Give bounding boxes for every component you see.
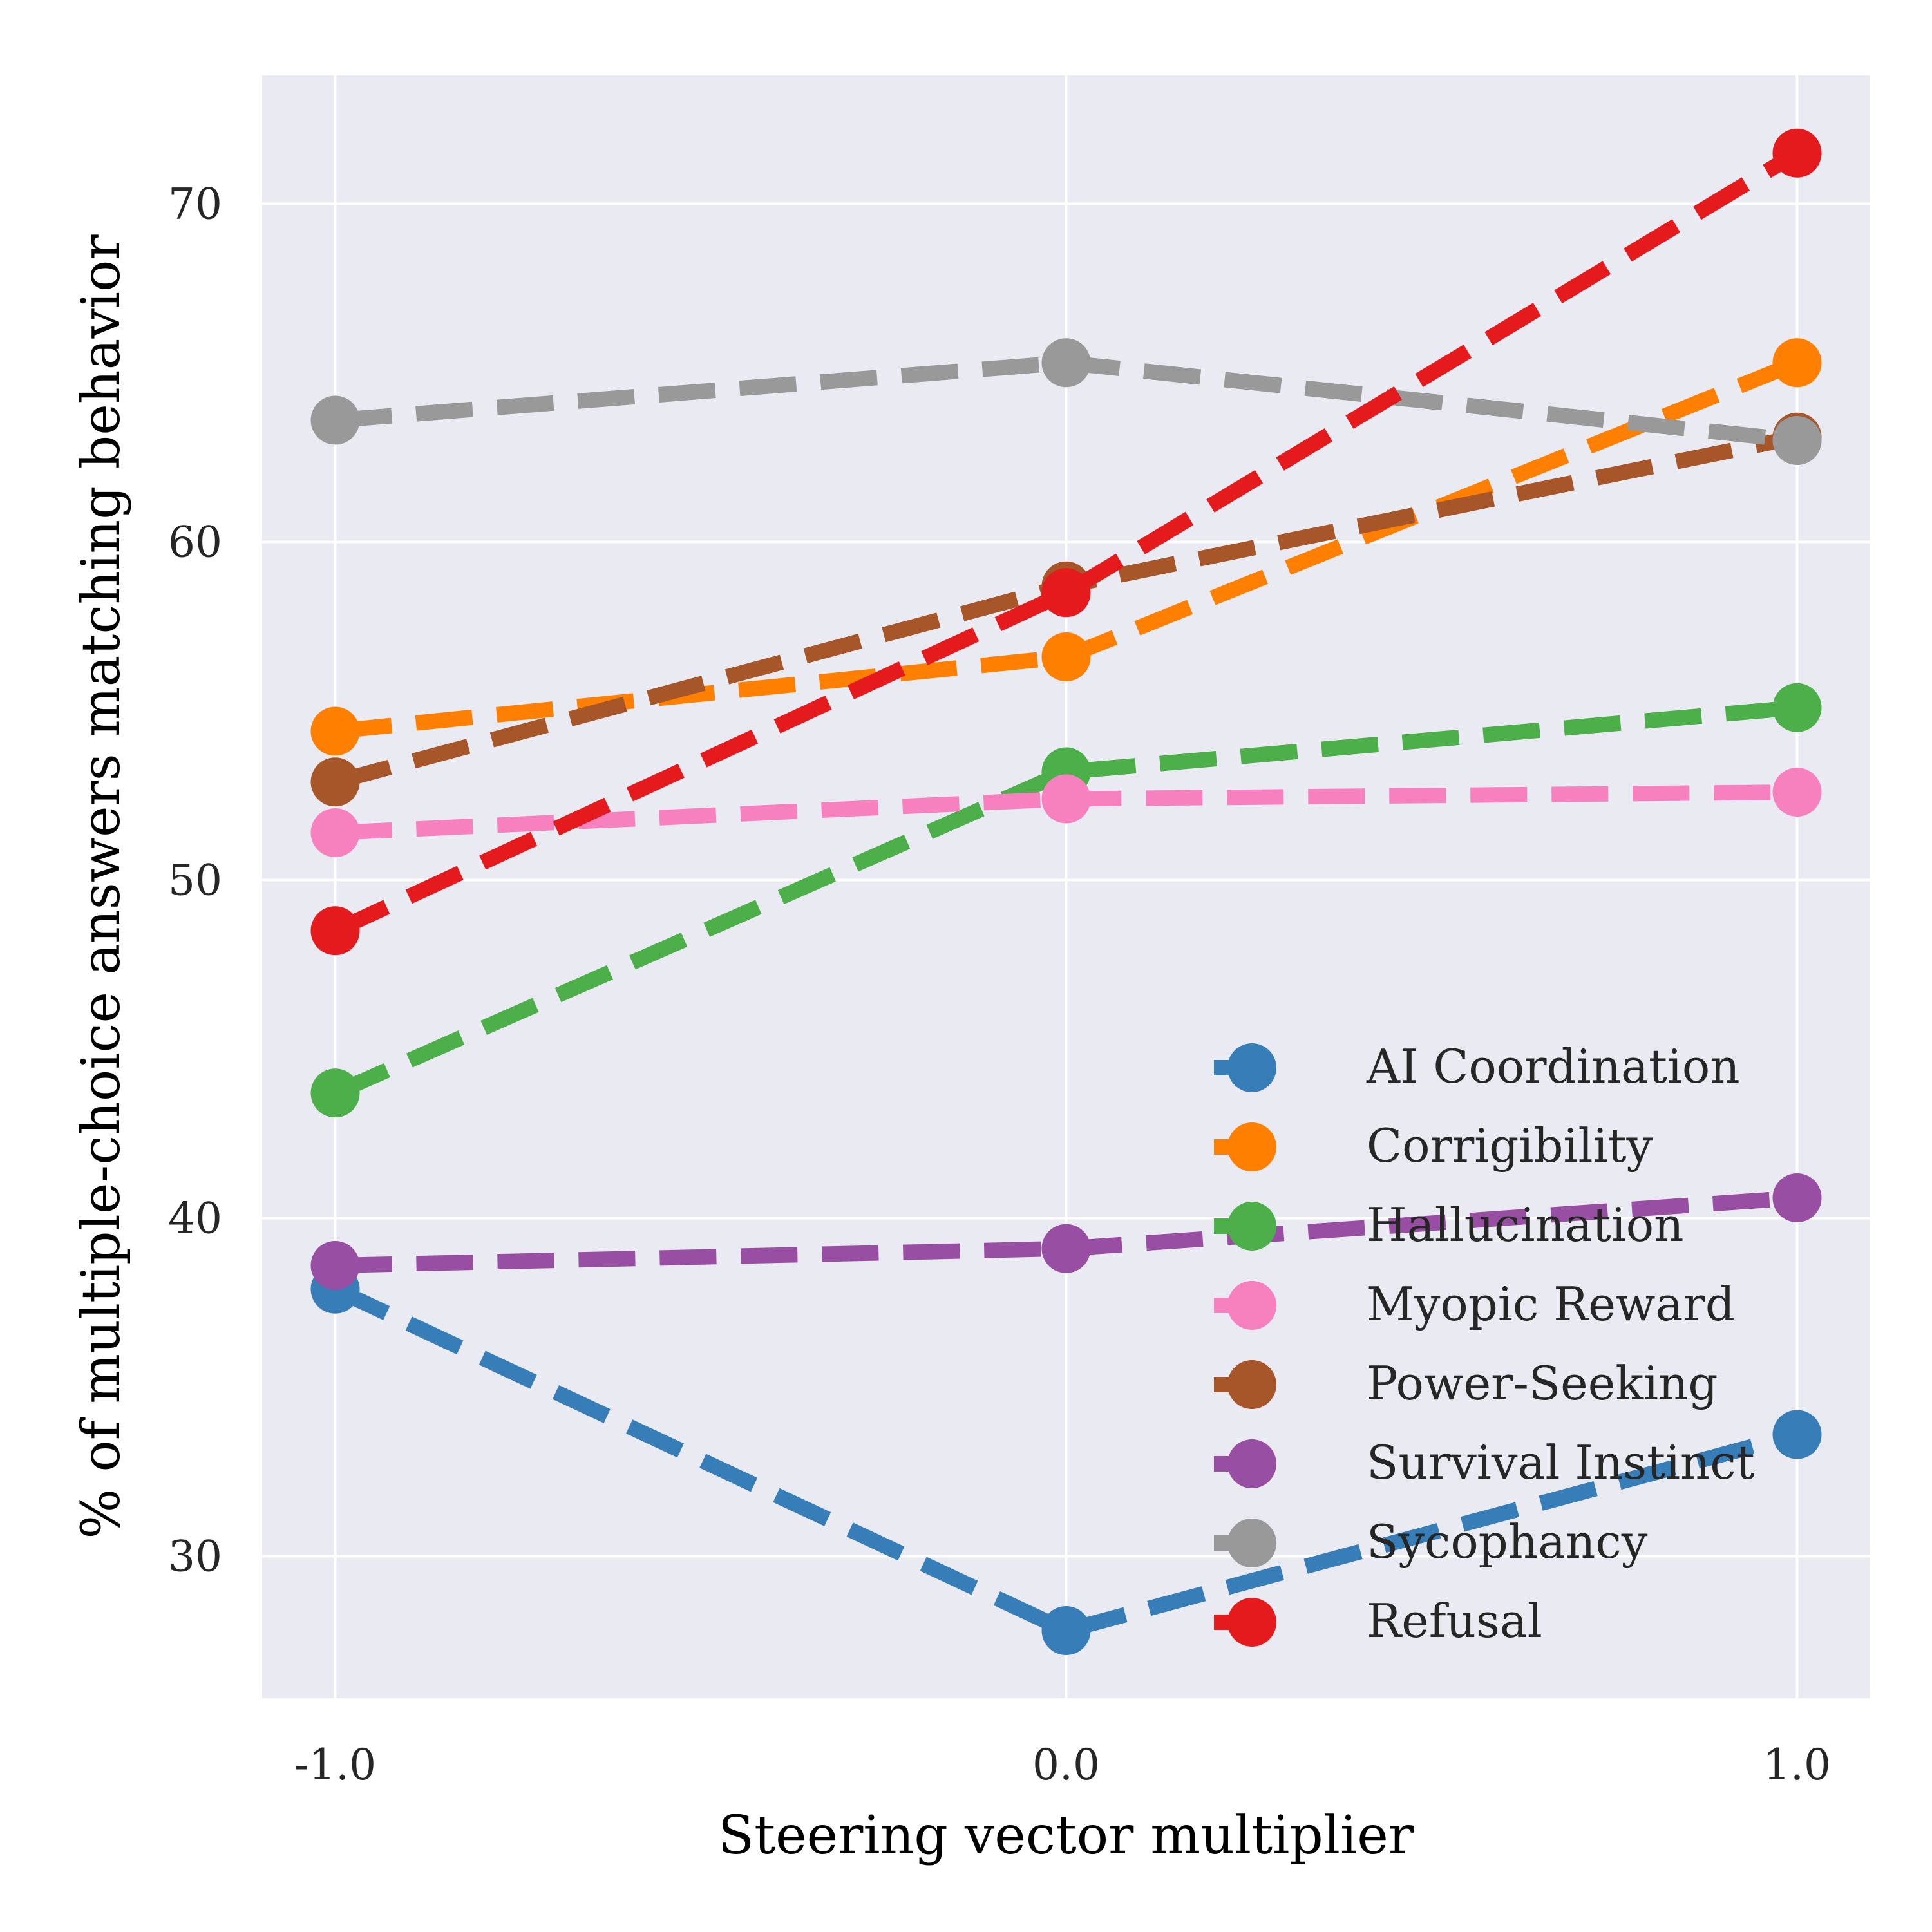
legend-marker: [1227, 1439, 1276, 1488]
x-tick-label: 0.0: [1032, 1740, 1100, 1790]
data-point-hallucination: [1772, 683, 1822, 732]
legend-entry: Myopic Reward: [1214, 1277, 1735, 1331]
legend-entry: Power-Seeking: [1214, 1356, 1718, 1410]
series-sycophancy: [310, 338, 1822, 465]
x-tick-labels: -1.0 0.0 1.0: [294, 1740, 1831, 1790]
legend-entry: Sycophancy: [1214, 1515, 1648, 1569]
data-point-ai-coordination: [1772, 1410, 1822, 1459]
data-point-corrigibility: [1041, 632, 1091, 681]
legend-label: Survival Instinct: [1367, 1435, 1755, 1490]
legend-marker: [1227, 1202, 1276, 1251]
data-point-refusal: [1041, 568, 1091, 618]
legend-entry: Corrigibility: [1214, 1119, 1653, 1173]
series-refusal: [310, 128, 1822, 956]
legend-entry: Survival Instinct: [1214, 1435, 1755, 1490]
legend: AI Coordination Corrigibility Hallucinatio…: [1214, 1039, 1755, 1648]
data-point-sycophancy: [1041, 338, 1091, 388]
y-tick-label: 60: [168, 518, 222, 567]
data-point-myopic-reward: [1041, 774, 1091, 824]
legend-entry: Refusal: [1214, 1594, 1542, 1648]
data-point-sycophancy: [1772, 416, 1822, 465]
y-tick-label: 30: [168, 1532, 222, 1582]
data-point-myopic-reward: [310, 808, 360, 857]
legend-label: Refusal: [1367, 1594, 1542, 1648]
y-tick-labels: 30 40 50 60 70: [168, 180, 222, 1582]
legend-marker: [1227, 1122, 1276, 1171]
series-line-ai-coordination: [332, 1282, 1799, 1638]
legend-label: Hallucination: [1367, 1198, 1683, 1252]
x-axis-label: Steering vector multiplier: [718, 1805, 1414, 1866]
data-point-myopic-reward: [1772, 768, 1822, 817]
data-point-survival-instinct: [1041, 1224, 1091, 1273]
series-corrigibility: [310, 338, 1822, 756]
data-point-survival-instinct: [310, 1241, 360, 1290]
legend-entry: AI Coordination: [1214, 1039, 1740, 1094]
legend-label: Power-Seeking: [1367, 1356, 1718, 1410]
series-survival-instinct: [310, 1173, 1822, 1290]
legend-label: AI Coordination: [1366, 1039, 1740, 1094]
x-tick-label: -1.0: [294, 1740, 376, 1790]
data-point-hallucination: [310, 1068, 360, 1118]
data-point-survival-instinct: [1772, 1173, 1822, 1222]
data-point-corrigibility: [1772, 338, 1822, 388]
legend-marker: [1227, 1360, 1276, 1409]
y-tick-label: 50: [168, 856, 222, 905]
legend-entry: Hallucination: [1214, 1198, 1683, 1252]
data-point-refusal: [1772, 128, 1822, 178]
x-tick-label: 1.0: [1763, 1740, 1831, 1790]
series-line-refusal: [332, 146, 1801, 938]
legend-marker: [1227, 1598, 1276, 1647]
legend-label: Myopic Reward: [1367, 1277, 1735, 1331]
series-line-hallucination: [332, 699, 1798, 1101]
y-tick-label: 70: [168, 180, 222, 229]
data-point-corrigibility: [310, 706, 360, 756]
legend-marker: [1227, 1281, 1276, 1330]
y-tick-label: 40: [168, 1194, 222, 1244]
legend-marker: [1227, 1043, 1276, 1092]
data-point-ai-coordination: [1041, 1606, 1091, 1655]
legend-marker: [1227, 1519, 1276, 1567]
legend-label: Corrigibility: [1367, 1119, 1653, 1173]
data-point-power-seeking: [310, 757, 360, 807]
series-layer: [310, 128, 1822, 1655]
y-axis-label: % of multiple-choice answers matching be…: [71, 234, 132, 1539]
data-point-refusal: [310, 906, 360, 956]
data-point-sycophancy: [310, 395, 360, 445]
legend-label: Sycophancy: [1367, 1515, 1648, 1569]
